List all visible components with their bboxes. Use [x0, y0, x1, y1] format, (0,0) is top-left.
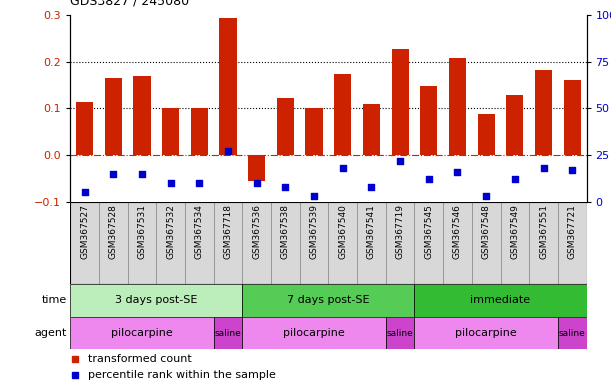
Text: GSM367532: GSM367532: [166, 204, 175, 259]
Point: [252, 180, 262, 186]
Point: [424, 176, 434, 182]
Text: saline: saline: [214, 329, 241, 338]
Point: [137, 170, 147, 177]
Point: [539, 165, 549, 171]
Text: GSM367549: GSM367549: [510, 204, 519, 259]
Bar: [99, 202, 128, 284]
Point: [223, 148, 233, 154]
Bar: [214, 202, 243, 284]
Text: GSM367548: GSM367548: [481, 204, 491, 259]
Text: GSM367528: GSM367528: [109, 204, 118, 259]
Text: GSM367531: GSM367531: [137, 204, 147, 259]
Bar: [300, 202, 329, 284]
Text: GSM367539: GSM367539: [310, 204, 318, 259]
Bar: [162, 109, 179, 155]
Text: pilocarpine: pilocarpine: [111, 328, 173, 338]
Bar: [443, 202, 472, 284]
Bar: [76, 103, 93, 155]
Text: GSM367540: GSM367540: [338, 204, 347, 259]
Bar: [329, 202, 357, 284]
Bar: [70, 317, 214, 349]
Point: [166, 180, 175, 186]
Bar: [558, 202, 587, 284]
Bar: [243, 317, 386, 349]
Point: [309, 193, 319, 199]
Bar: [363, 104, 380, 155]
Bar: [248, 155, 265, 180]
Bar: [70, 284, 243, 317]
Text: GSM367527: GSM367527: [80, 204, 89, 259]
Bar: [386, 317, 414, 349]
Text: 7 days post-SE: 7 days post-SE: [287, 295, 370, 306]
Bar: [535, 70, 552, 155]
Bar: [133, 76, 150, 155]
Text: time: time: [42, 295, 67, 306]
Bar: [507, 94, 524, 155]
Text: 3 days post-SE: 3 days post-SE: [115, 295, 197, 306]
Text: GSM367545: GSM367545: [424, 204, 433, 259]
Bar: [392, 49, 409, 155]
Text: GSM367541: GSM367541: [367, 204, 376, 259]
Text: saline: saline: [559, 329, 585, 338]
Bar: [306, 109, 323, 155]
Bar: [185, 202, 214, 284]
Text: agent: agent: [35, 328, 67, 338]
Bar: [472, 202, 500, 284]
Point: [568, 167, 577, 173]
Text: saline: saline: [387, 329, 414, 338]
Point: [79, 189, 89, 195]
Bar: [128, 202, 156, 284]
Bar: [357, 202, 386, 284]
Text: immediate: immediate: [470, 295, 530, 306]
Bar: [271, 202, 300, 284]
Text: GSM367534: GSM367534: [195, 204, 204, 259]
Point: [194, 180, 204, 186]
Text: GSM367718: GSM367718: [224, 204, 233, 259]
Text: percentile rank within the sample: percentile rank within the sample: [89, 370, 276, 381]
Bar: [500, 202, 529, 284]
Text: pilocarpine: pilocarpine: [283, 328, 345, 338]
Bar: [563, 79, 581, 155]
Point: [453, 169, 463, 175]
Text: GSM367546: GSM367546: [453, 204, 462, 259]
Text: pilocarpine: pilocarpine: [455, 328, 517, 338]
Point: [367, 184, 376, 190]
Bar: [70, 202, 99, 284]
Bar: [529, 202, 558, 284]
Bar: [449, 58, 466, 155]
Bar: [414, 317, 558, 349]
Bar: [104, 78, 122, 155]
Bar: [386, 202, 414, 284]
Bar: [156, 202, 185, 284]
Bar: [414, 202, 443, 284]
Bar: [214, 317, 243, 349]
Bar: [219, 18, 236, 155]
Text: GSM367538: GSM367538: [281, 204, 290, 259]
Bar: [243, 202, 271, 284]
Bar: [414, 284, 587, 317]
Text: GSM367721: GSM367721: [568, 204, 577, 259]
Point: [395, 157, 405, 164]
Point: [338, 165, 348, 171]
Text: GSM367719: GSM367719: [395, 204, 404, 259]
Text: GSM367551: GSM367551: [539, 204, 548, 259]
Point: [510, 176, 520, 182]
Bar: [277, 98, 294, 155]
Bar: [243, 284, 414, 317]
Bar: [478, 114, 495, 155]
Bar: [420, 86, 437, 155]
Bar: [191, 109, 208, 155]
Point: [108, 170, 118, 177]
Point: [280, 184, 290, 190]
Text: GDS3827 / 245080: GDS3827 / 245080: [70, 0, 189, 8]
Bar: [558, 317, 587, 349]
Text: GSM367536: GSM367536: [252, 204, 262, 259]
Text: transformed count: transformed count: [89, 354, 192, 364]
Bar: [334, 74, 351, 155]
Point: [481, 193, 491, 199]
